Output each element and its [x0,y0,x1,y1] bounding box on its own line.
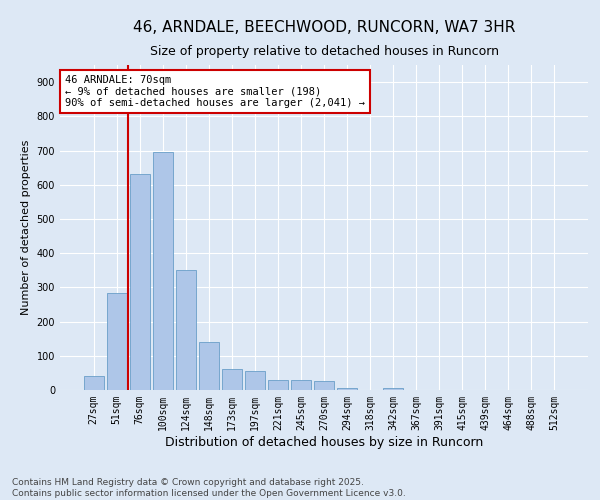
Text: Size of property relative to detached houses in Runcorn: Size of property relative to detached ho… [149,45,499,58]
Bar [130,174,149,390]
Text: 46, ARNDALE, BEECHWOOD, RUNCORN, WA7 3HR: 46, ARNDALE, BEECHWOOD, RUNCORN, WA7 3HR [133,20,515,35]
Bar [222,370,242,390]
Bar [291,380,311,390]
Bar [199,342,218,390]
Bar [268,380,288,390]
Bar [245,371,265,390]
X-axis label: Distribution of detached houses by size in Runcorn: Distribution of detached houses by size … [165,436,483,448]
Bar [337,388,357,390]
Text: Contains HM Land Registry data © Crown copyright and database right 2025.
Contai: Contains HM Land Registry data © Crown c… [12,478,406,498]
Y-axis label: Number of detached properties: Number of detached properties [21,140,31,315]
Bar [107,292,127,390]
Bar [176,270,196,390]
Bar [84,376,104,390]
Text: 46 ARNDALE: 70sqm
← 9% of detached houses are smaller (198)
90% of semi-detached: 46 ARNDALE: 70sqm ← 9% of detached house… [65,74,365,108]
Bar [153,152,173,390]
Bar [314,382,334,390]
Bar [383,388,403,390]
